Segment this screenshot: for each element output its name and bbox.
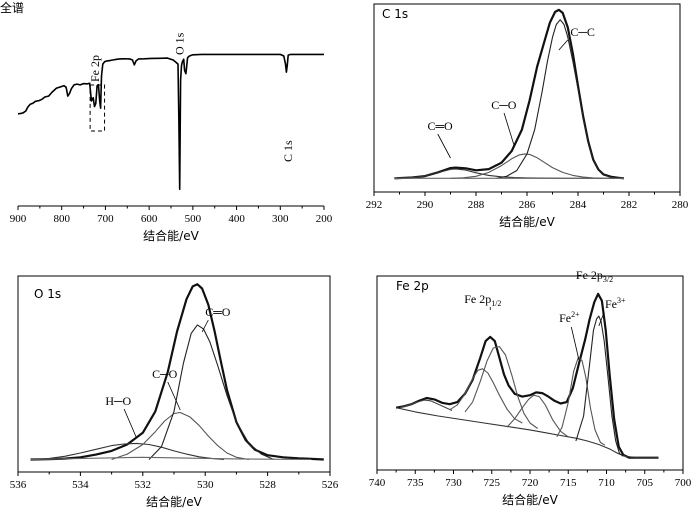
plot-frame	[373, 3, 681, 193]
panel-title: Fe 2p	[396, 279, 429, 293]
series-line-2	[450, 153, 604, 179]
x-tick-label: 530	[197, 479, 214, 491]
c-single-o-label-leader	[503, 112, 515, 147]
panel-title: O 1s	[34, 287, 61, 301]
x-tick-label: 528	[259, 479, 276, 491]
series-line-0	[395, 292, 659, 459]
o1s-peak-label: O 1s	[173, 32, 187, 55]
fe2p-1-2-label: Fe 2p1/2	[464, 292, 501, 308]
series-line-5	[506, 394, 569, 438]
x-tick-label: 200	[316, 213, 333, 225]
x-tick-label: 800	[53, 213, 70, 225]
x-tick-label: 400	[228, 213, 245, 225]
series-line-4	[464, 346, 539, 429]
series-line-0	[17, 53, 324, 190]
series-line-3	[148, 324, 275, 461]
series-line-1	[30, 442, 224, 461]
series-line-3	[449, 368, 523, 424]
x-tick-label: 282	[621, 199, 638, 211]
c-single-o-label: C─O	[491, 98, 517, 112]
x-tick-label: 280	[672, 199, 689, 211]
series-line-2	[399, 399, 453, 412]
c-double-o-label: C═O	[428, 119, 454, 133]
fe2p-3-2-label: Fe 2p3/2	[576, 268, 613, 284]
fe3-leader	[598, 311, 605, 327]
series-line-4	[30, 456, 312, 461]
x-axis-label: 结合能/eV	[146, 494, 202, 509]
x-tick-label: 288	[468, 199, 485, 211]
x-tick-label: 284	[570, 199, 587, 211]
x-tick-label: 286	[519, 199, 536, 211]
c1s-peak-label: C 1s	[281, 140, 295, 162]
fe2p-highlight-box	[89, 84, 106, 132]
x-tick-label: 532	[135, 479, 152, 491]
x-axis-label: 结合能/eV	[502, 492, 558, 507]
x-tick-label: 500	[185, 213, 202, 225]
series-line-6	[556, 357, 606, 446]
x-tick-label: 534	[72, 479, 89, 491]
fe3-label: Fe3+	[605, 296, 626, 311]
c-c-label-leader	[558, 39, 569, 51]
fe2p-peak-label: Fe 2p	[88, 55, 102, 82]
x-tick-label: 526	[322, 479, 339, 491]
panel-title: C 1s	[382, 7, 408, 21]
x-tick-label: 600	[141, 213, 158, 225]
c-o-label-leader	[167, 381, 181, 411]
x-tick-label: 740	[369, 477, 386, 489]
x-axis-label: 结合能/eV	[499, 214, 555, 229]
o1s-spectrum-panel: 536 534 532 530 528 526 结合能/eV O 1s H─O C─O C═O	[10, 275, 339, 509]
panel-title: 全谱	[0, 0, 24, 15]
x-tick-label: 292	[366, 199, 383, 211]
c1s-spectrum-panel: 292 290 288 286 284 282 280 结合能/eV C 1s C═O C─O C─C	[366, 3, 689, 229]
fe2-label: Fe2+	[559, 310, 580, 325]
fe2-leader	[570, 326, 580, 361]
x-tick-label: 725	[484, 477, 501, 489]
fe2p-spectrum-panel: 740 735 730 725 720 715 710 705 700 结合能/eV Fe 2p Fe…	[369, 268, 692, 507]
x-tick-label: 730	[445, 477, 462, 489]
x-tick-label: 536	[10, 479, 27, 491]
h-o-label-leader	[123, 408, 137, 439]
x-tick-label: 300	[272, 213, 289, 225]
x-tick-label: 705	[637, 477, 654, 489]
series-line-1	[394, 168, 624, 179]
c-o-label: C─O	[152, 367, 178, 381]
x-tick-label: 700	[675, 477, 692, 489]
survey-spectrum-panel: 900 800 700 600 500 400 300 200 结合能/eV 全谱 Fe 2p O 1…	[0, 0, 333, 243]
c-double-o-label-leader	[201, 319, 209, 333]
c-c-label: C─C	[570, 25, 595, 39]
x-tick-label: 735	[407, 477, 424, 489]
series-line-0	[30, 283, 324, 461]
x-tick-label: 720	[522, 477, 539, 489]
x-tick-label: 715	[560, 477, 577, 489]
h-o-label: H─O	[105, 394, 131, 408]
plot-frame	[376, 275, 684, 471]
series-line-1	[395, 407, 659, 459]
x-tick-label: 700	[97, 213, 114, 225]
c-double-o-label: C═O	[205, 305, 231, 319]
series-line-7	[575, 315, 624, 457]
x-axis-label: 结合能/eV	[143, 228, 199, 243]
series-line-2	[111, 411, 249, 461]
c-double-o-label-leader	[437, 133, 451, 159]
x-tick-label: 900	[10, 213, 27, 225]
series-line-3	[496, 19, 614, 179]
x-tick-label: 290	[417, 199, 434, 211]
x-tick-label: 710	[598, 477, 615, 489]
